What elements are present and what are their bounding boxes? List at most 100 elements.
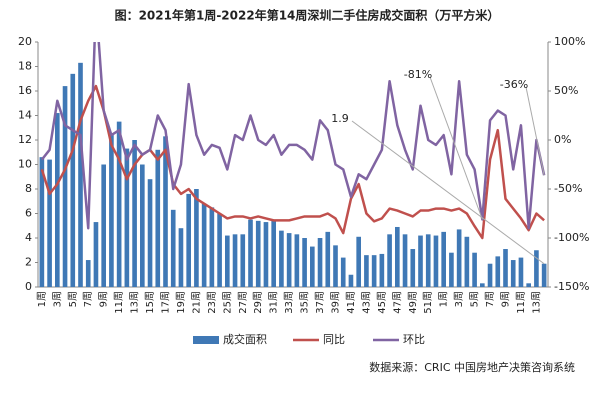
bar bbox=[240, 234, 246, 287]
bar bbox=[534, 250, 539, 287]
bar bbox=[186, 193, 191, 287]
bar bbox=[395, 226, 400, 287]
legend-label: 成交面积 bbox=[223, 332, 267, 346]
plot-area bbox=[39, 42, 547, 287]
bar bbox=[387, 234, 392, 287]
x-tick-label: 13周 bbox=[129, 291, 141, 314]
bar bbox=[62, 86, 68, 287]
bar bbox=[170, 209, 176, 287]
bar bbox=[78, 62, 83, 287]
bar bbox=[178, 228, 184, 287]
x-tick-label: 39周 bbox=[330, 291, 342, 314]
legend-swatch bbox=[193, 336, 219, 344]
x-tick-label: 45周 bbox=[376, 291, 388, 314]
y-tick-label: 16 bbox=[18, 84, 32, 97]
y-tick-label: 6 bbox=[25, 207, 32, 220]
x-tick-label: 37周 bbox=[314, 291, 326, 314]
bar bbox=[503, 249, 508, 287]
bar bbox=[39, 157, 45, 287]
bar bbox=[85, 260, 91, 287]
bar bbox=[194, 189, 199, 287]
annotation-pointer bbox=[429, 76, 483, 220]
bar bbox=[116, 121, 122, 287]
annotation-pointer bbox=[525, 86, 545, 176]
bar bbox=[163, 136, 168, 287]
bar bbox=[456, 229, 462, 287]
x-tick-label: 15周 bbox=[144, 291, 156, 314]
x-tick-label: 23周 bbox=[206, 291, 218, 314]
bar bbox=[495, 256, 501, 287]
bar bbox=[147, 179, 153, 287]
annotation: -81% bbox=[404, 68, 432, 81]
source-note: 数据来源：CRIC 中国房地产决策咨询系统 bbox=[369, 360, 575, 374]
x-tick-label: 3周 bbox=[453, 291, 465, 307]
bar bbox=[541, 263, 547, 287]
bar bbox=[55, 113, 60, 287]
x-tick-label: 33周 bbox=[283, 291, 295, 314]
x-tick-label: 13周 bbox=[530, 291, 542, 314]
bar bbox=[263, 222, 269, 287]
bar bbox=[93, 222, 99, 287]
bar bbox=[518, 257, 524, 287]
bar bbox=[526, 283, 531, 287]
x-tick-label: 43周 bbox=[360, 291, 372, 314]
x-tick-label: 5周 bbox=[469, 291, 481, 307]
chart-title: 图：2021年第1周-2022年第14周深圳二手住房成交面积（万平方米） bbox=[115, 8, 500, 23]
y2-tick-label: 50% bbox=[554, 84, 578, 97]
bar bbox=[217, 213, 222, 287]
x-tick-label: 7周 bbox=[82, 291, 94, 307]
bar bbox=[449, 252, 454, 287]
bar bbox=[286, 233, 292, 287]
bar bbox=[472, 252, 477, 287]
y-tick-label: 8 bbox=[25, 182, 32, 195]
line-series bbox=[40, 84, 545, 240]
bar bbox=[271, 219, 276, 287]
x-tick-label: 11周 bbox=[515, 291, 527, 314]
bar bbox=[132, 140, 137, 287]
y-tick-label: 4 bbox=[25, 231, 32, 244]
bar bbox=[348, 274, 354, 287]
bar bbox=[402, 234, 408, 287]
x-tick-label: 7周 bbox=[484, 291, 496, 307]
bar bbox=[410, 249, 416, 287]
y2-tick-label: -150% bbox=[554, 280, 589, 293]
y2-tick-label: 0% bbox=[554, 133, 571, 146]
y-tick-label: 14 bbox=[18, 109, 32, 122]
bar bbox=[480, 283, 485, 287]
bar bbox=[140, 164, 145, 287]
x-tick-label: 19周 bbox=[175, 291, 187, 314]
y-tick-label: 20 bbox=[18, 35, 32, 48]
x-tick-label: 3周 bbox=[51, 291, 63, 307]
x-tick-label: 1周 bbox=[438, 291, 450, 307]
bar bbox=[333, 245, 338, 287]
y-tick-label: 2 bbox=[25, 256, 32, 269]
x-tick-label: 29周 bbox=[252, 291, 264, 314]
bar bbox=[101, 164, 106, 287]
x-tick-label: 9周 bbox=[98, 291, 110, 307]
bar bbox=[418, 235, 423, 287]
bar bbox=[325, 231, 331, 287]
line-series bbox=[40, 42, 546, 230]
y2-tick-label: -50% bbox=[554, 182, 582, 195]
bar bbox=[225, 235, 230, 287]
legend-label: 环比 bbox=[403, 333, 425, 346]
x-tick-label: 11周 bbox=[113, 291, 125, 314]
x-tick-label: 21周 bbox=[190, 291, 202, 314]
bar bbox=[379, 253, 385, 287]
bar bbox=[124, 148, 130, 287]
bar bbox=[47, 159, 52, 287]
bar bbox=[340, 257, 346, 287]
bar bbox=[279, 230, 284, 287]
bar bbox=[425, 234, 431, 287]
bar bbox=[255, 220, 261, 287]
y-tick-label: 12 bbox=[18, 133, 32, 146]
x-tick-label: 25周 bbox=[221, 291, 233, 314]
bar bbox=[294, 234, 300, 287]
bar bbox=[433, 235, 439, 287]
bar bbox=[248, 219, 253, 287]
bar bbox=[155, 149, 161, 287]
annotation-pointer bbox=[351, 120, 545, 265]
legend-label: 同比 bbox=[323, 333, 345, 346]
y-tick-label: 18 bbox=[18, 60, 32, 73]
bar bbox=[510, 260, 516, 287]
